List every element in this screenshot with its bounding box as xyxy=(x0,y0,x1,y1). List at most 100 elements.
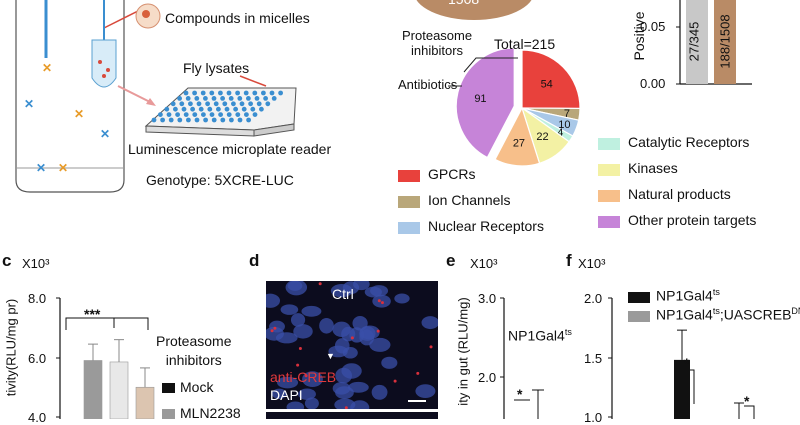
well-icon xyxy=(177,96,183,101)
c-significance: *** xyxy=(84,306,101,322)
nucleus xyxy=(415,384,436,399)
bar-label-1: 27/345 xyxy=(686,21,702,62)
well-icon xyxy=(192,90,198,96)
nucleus xyxy=(334,398,356,409)
c-legend-title: Proteasome inhibitors xyxy=(156,333,232,368)
proteasome-callout: Proteasome inhibitors xyxy=(402,28,473,58)
nucleus xyxy=(348,381,369,393)
well-icon xyxy=(259,106,264,112)
legend-swatch xyxy=(398,196,420,208)
nucleus xyxy=(364,286,382,298)
creb-signal xyxy=(429,345,433,349)
creb-signal xyxy=(273,326,277,330)
f-legend-2: NP1Gal4ts;UASCREBDN xyxy=(656,306,800,323)
well-icon xyxy=(194,117,200,123)
creb-signal xyxy=(298,347,302,351)
nucleus xyxy=(280,304,299,315)
nucleus xyxy=(276,376,299,389)
creb-signal xyxy=(296,363,300,367)
pie-slice-gpcrs xyxy=(521,49,581,110)
nucleus xyxy=(269,320,285,333)
pie-slice-nuclear-receptors xyxy=(521,107,580,137)
legend-label: GPCRs xyxy=(428,166,476,182)
ytick-000: 0.00 xyxy=(640,76,666,91)
svg-text:✕: ✕ xyxy=(58,161,68,175)
well-icon xyxy=(186,117,191,123)
f-ytick-2: 2.0 xyxy=(584,291,603,306)
well-icon xyxy=(239,101,245,107)
well-icon xyxy=(226,112,232,117)
legend-label: Natural products xyxy=(628,186,731,202)
well-icon xyxy=(218,112,224,117)
well-icon xyxy=(168,117,174,123)
legend-swatch xyxy=(598,138,620,150)
creb-signal xyxy=(393,379,397,383)
microplate-wells xyxy=(151,90,283,123)
creb-signal xyxy=(318,282,322,286)
nucleus xyxy=(298,388,316,400)
panel-letter-f: f xyxy=(566,251,572,270)
pie-value-label: 4 xyxy=(557,127,563,139)
well-icon xyxy=(179,101,185,107)
positive-ylabel: Positive xyxy=(631,11,647,61)
e-genotype: NP1Gal4ts xyxy=(508,327,572,344)
nucleus xyxy=(421,316,438,330)
well-icon xyxy=(237,96,243,101)
ytick-005: 0.05 xyxy=(640,19,666,34)
well-icon xyxy=(194,96,200,101)
creb-signal xyxy=(377,299,381,303)
well-icon xyxy=(235,90,241,96)
pie-value-label: 10 xyxy=(558,119,570,131)
pie-value-label: 22 xyxy=(536,131,548,143)
creb-signal xyxy=(344,406,348,409)
e-yscale: X10³ xyxy=(470,256,498,271)
well-icon xyxy=(211,96,217,101)
creb-signal xyxy=(416,371,420,375)
well-icon xyxy=(248,101,254,107)
well-icon xyxy=(209,90,215,96)
arrowhead-icon: ▼ xyxy=(326,351,335,361)
f-significance-1: * xyxy=(684,355,690,371)
well-icon xyxy=(183,112,189,117)
creb-signal xyxy=(380,301,384,305)
well-icon xyxy=(196,101,202,107)
legend-swatch xyxy=(398,170,420,182)
nucleus xyxy=(341,363,362,379)
creb-signal xyxy=(304,374,308,378)
well-icon xyxy=(229,117,234,123)
nucleus xyxy=(332,321,351,337)
panel-letter-c: c xyxy=(2,251,12,270)
panel-letter-e: e xyxy=(446,251,456,270)
well-icon xyxy=(224,106,230,112)
well-icon xyxy=(216,106,221,112)
well-icon xyxy=(228,96,234,101)
well-icon xyxy=(235,112,241,117)
well-icon xyxy=(250,106,256,112)
pie-slice-ion-channels xyxy=(521,107,581,121)
e-ytick-3: 3.0 xyxy=(478,291,497,306)
legend-label: Nuclear Receptors xyxy=(428,218,544,234)
c-legend-mln: MLN2238 xyxy=(180,405,241,421)
c-bar xyxy=(83,360,103,419)
well-icon xyxy=(271,96,277,101)
nucleus xyxy=(290,313,306,327)
c-legend-mock: Mock xyxy=(180,379,214,395)
nucleus xyxy=(330,283,353,298)
legend-swatch xyxy=(598,190,620,202)
well-icon xyxy=(173,106,178,112)
panel-a-schematic: ✕ ✕ ✕ ✕ ✕ ✕ xyxy=(15,0,297,193)
f-significance-2: * xyxy=(744,393,750,409)
well-icon xyxy=(203,96,208,101)
creb-signal xyxy=(376,329,380,333)
nucleus xyxy=(369,337,391,352)
lysate-tube xyxy=(91,39,117,88)
f-legend-1-sup: ts xyxy=(712,287,720,297)
well-icon xyxy=(200,90,206,96)
well-icon xyxy=(254,96,260,101)
panel-c-bars xyxy=(83,339,155,419)
fly-vial xyxy=(15,0,125,193)
well-icon xyxy=(252,112,258,117)
nucleus xyxy=(293,324,313,339)
well-icon xyxy=(220,117,226,123)
c-legend-swatch-mock xyxy=(162,383,175,393)
